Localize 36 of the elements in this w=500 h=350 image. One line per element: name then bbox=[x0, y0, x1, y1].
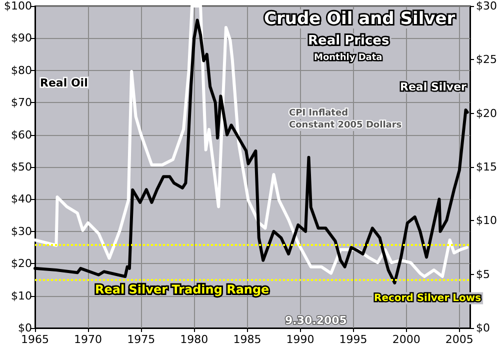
text: Real Silver bbox=[400, 80, 468, 94]
y-tick-label: $90 bbox=[11, 32, 32, 45]
y-tick-label: $50 bbox=[11, 160, 32, 174]
x-tick-label: 1970 bbox=[74, 333, 102, 346]
y2-tick-label: $10 bbox=[476, 214, 498, 228]
x-tick-label: 2000 bbox=[392, 333, 420, 346]
y2-tick-label: $5 bbox=[476, 268, 490, 281]
annotation: CPI Inflated Constant 2005 Dollars bbox=[289, 108, 402, 130]
x-tick-label: 1980 bbox=[180, 333, 208, 346]
y-tick-label: $70 bbox=[11, 96, 32, 110]
ref-line-label: Real Silver Trading Range bbox=[95, 282, 270, 297]
annotation: 9.30.2005 bbox=[285, 314, 347, 327]
y2-tick-label: $0 bbox=[476, 322, 490, 334]
y-tick-label: $0 bbox=[18, 322, 32, 334]
y-tick-label: $30 bbox=[11, 224, 32, 238]
y2-tick-label: $20 bbox=[476, 106, 498, 120]
text: Real Oil bbox=[40, 76, 88, 90]
x-tick-label: 1975 bbox=[127, 333, 156, 346]
x-tick-label: 1985 bbox=[233, 333, 262, 346]
y-tick-label: $60 bbox=[11, 128, 32, 142]
x-tick-label: 1990 bbox=[286, 333, 314, 346]
x-tick-label: 1995 bbox=[339, 333, 368, 346]
y-tick-label: $10 bbox=[11, 289, 32, 302]
y-tick-label: $100 bbox=[4, 0, 32, 12]
y-tick-label: $20 bbox=[11, 257, 32, 270]
text: Real Prices bbox=[308, 34, 390, 48]
x-tick-label: 1965 bbox=[21, 333, 49, 346]
annotation: Monthly Data bbox=[314, 52, 382, 63]
y2-tick-label: $30 bbox=[476, 0, 498, 12]
y2-tick-label: $25 bbox=[476, 53, 498, 66]
y2-tick-label: $15 bbox=[476, 160, 498, 174]
x-tick-label: 2005 bbox=[445, 333, 474, 346]
annotation: Record Silver Lows bbox=[374, 292, 482, 304]
y-tick-label: $80 bbox=[11, 64, 32, 77]
y-tick-label: $40 bbox=[11, 192, 32, 206]
chart-title: Crude Oil and Silver bbox=[264, 9, 456, 29]
